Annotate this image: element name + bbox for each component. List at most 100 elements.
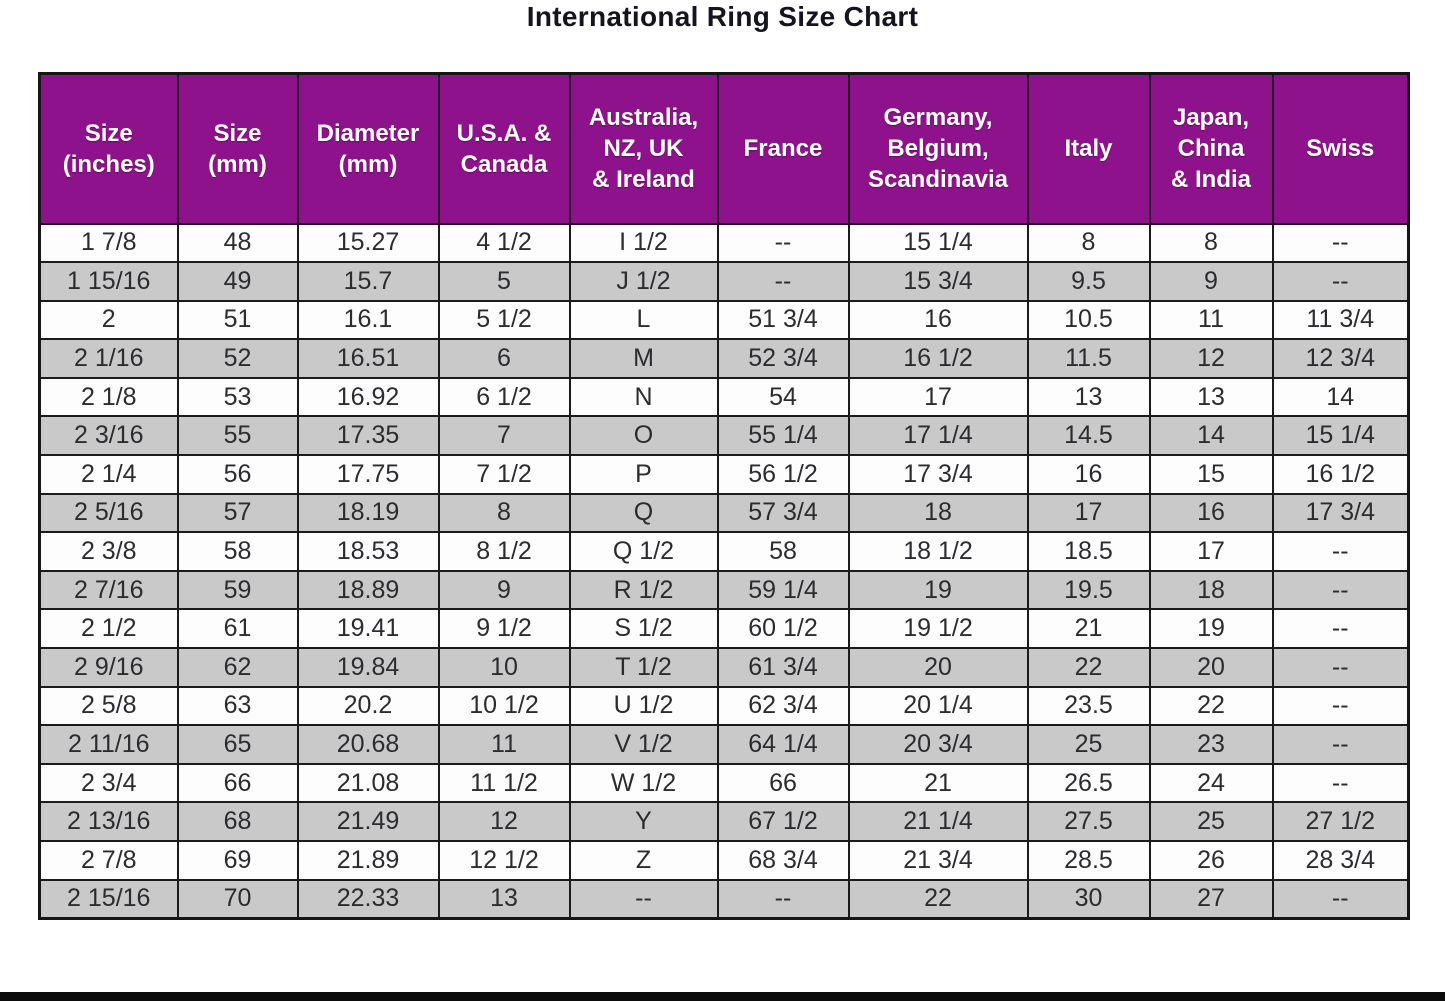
cell-size-inches: 2 15/16 [38,878,179,920]
cell-france: 54 [716,376,850,418]
cell-size-mm: 66 [176,762,299,804]
cell-japan-china-india: 23 [1148,724,1274,765]
cell-swiss: -- [1271,685,1410,727]
cell-italy: 18.5 [1026,531,1151,572]
cell-swiss: 16 1/2 [1271,454,1410,495]
cell-usa-canada: 7 [437,415,571,457]
cell-swiss: -- [1271,222,1410,264]
cell-diameter-mm: 18.89 [296,569,440,611]
page-title: International Ring Size Chart [526,1,919,32]
cell-japan-china-india: 9 [1148,261,1274,302]
cell-size-mm: 69 [176,840,299,881]
cell-france: -- [716,261,850,302]
header-cell-italy: Italy [1026,72,1151,225]
cell-france: 59 1/4 [716,569,850,611]
cell-germany-belgium-scandinavia: 19 1/2 [847,608,1029,650]
cell-usa-canada: 7 1/2 [437,454,571,495]
cell-usa-canada: 8 [437,492,571,534]
cell-size-mm: 48 [176,222,299,264]
cell-italy: 27.5 [1026,801,1151,842]
cell-italy: 30 [1026,878,1151,920]
cell-germany-belgium-scandinavia: 19 [847,569,1029,611]
cell-australia-nz-uk-ireland: W 1/2 [568,762,719,804]
cell-swiss: 15 1/4 [1271,415,1410,457]
header-row: Size (inches) Size (mm) Diameter (mm) U.S.A… [38,72,1410,225]
cell-diameter-mm: 17.35 [296,415,440,457]
cell-swiss: -- [1271,608,1410,650]
cell-usa-canada: 4 1/2 [437,222,571,264]
header-cell-diameter-mm: Diameter (mm) [296,72,440,225]
cell-australia-nz-uk-ireland: Q 1/2 [568,531,719,572]
cell-australia-nz-uk-ireland: O [568,415,719,457]
cell-size-inches: 2 5/16 [38,492,179,534]
cell-diameter-mm: 18.53 [296,531,440,572]
cell-diameter-mm: 17.75 [296,454,440,495]
cell-diameter-mm: 15.7 [296,261,440,302]
cell-italy: 9.5 [1026,261,1151,302]
cell-usa-canada: 9 [437,569,571,611]
cell-diameter-mm: 15.27 [296,222,440,264]
cell-size-inches: 2 1/16 [38,338,179,379]
cell-usa-canada: 10 1/2 [437,685,571,727]
cell-swiss: 12 3/4 [1271,338,1410,379]
cell-diameter-mm: 16.51 [296,338,440,379]
cell-swiss: -- [1271,762,1410,804]
cell-japan-china-india: 8 [1148,222,1274,264]
table-row: 2 51 16.1 5 1/2 L 51 3/4 16 10.5 11 11 3/4 [38,299,1410,341]
cell-japan-china-india: 25 [1148,801,1274,842]
cell-diameter-mm: 18.19 [296,492,440,534]
cell-swiss: 27 1/2 [1271,801,1410,842]
cell-size-mm: 65 [176,724,299,765]
cell-germany-belgium-scandinavia: 22 [847,878,1029,920]
cell-usa-canada: 11 1/2 [437,762,571,804]
cell-france: 52 3/4 [716,338,850,379]
cell-swiss: 11 3/4 [1271,299,1410,341]
table-row: 2 7/8 69 21.89 12 1/2 Z 68 3/4 21 3/4 28.5 26 28 … [38,840,1410,881]
cell-australia-nz-uk-ireland: Y [568,801,719,842]
cell-size-inches: 1 7/8 [38,222,179,264]
cell-germany-belgium-scandinavia: 18 1/2 [847,531,1029,572]
cell-usa-canada: 6 [437,338,571,379]
cell-italy: 21 [1026,608,1151,650]
cell-size-inches: 1 15/16 [38,261,179,302]
cell-swiss: 28 3/4 [1271,840,1410,881]
cell-usa-canada: 5 [437,261,571,302]
cell-japan-china-india: 19 [1148,608,1274,650]
cell-france: -- [716,222,850,264]
table-header: Size (inches) Size (mm) Diameter (mm) U.S.A… [38,72,1410,225]
cell-diameter-mm: 16.92 [296,376,440,418]
cell-swiss: -- [1271,724,1410,765]
cell-size-inches: 2 3/4 [38,762,179,804]
cell-diameter-mm: 20.2 [296,685,440,727]
cell-japan-china-india: 15 [1148,454,1274,495]
cell-size-mm: 62 [176,647,299,688]
cell-size-mm: 55 [176,415,299,457]
cell-diameter-mm: 22.33 [296,878,440,920]
cell-italy: 22 [1026,647,1151,688]
cell-japan-china-india: 26 [1148,840,1274,881]
cell-japan-china-india: 27 [1148,878,1274,920]
table-row: 1 15/16 49 15.7 5 J 1/2 -- 15 3/4 9.5 9 -- [38,261,1410,302]
cell-size-inches: 2 1/2 [38,608,179,650]
cell-size-inches: 2 13/16 [38,801,179,842]
cell-germany-belgium-scandinavia: 21 [847,762,1029,804]
cell-germany-belgium-scandinavia: 20 1/4 [847,685,1029,727]
cell-size-mm: 53 [176,376,299,418]
table-row: 2 3/16 55 17.35 7 O 55 1/4 17 1/4 14.5 14 15 1/4 [38,415,1410,457]
cell-usa-canada: 9 1/2 [437,608,571,650]
cell-size-inches: 2 1/4 [38,454,179,495]
table-row: 2 1/2 61 19.41 9 1/2 S 1/2 60 1/2 19 1/2 21 19 -- [38,608,1410,650]
cell-usa-canada: 10 [437,647,571,688]
cell-australia-nz-uk-ireland: I 1/2 [568,222,719,264]
table-row: 2 13/16 68 21.49 12 Y 67 1/2 21 1/4 27.5 25 27 1/… [38,801,1410,842]
cell-usa-canada: 6 1/2 [437,376,571,418]
cell-size-mm: 59 [176,569,299,611]
cell-size-inches: 2 5/8 [38,685,179,727]
cell-germany-belgium-scandinavia: 21 1/4 [847,801,1029,842]
cell-usa-canada: 12 1/2 [437,840,571,881]
cell-italy: 17 [1026,492,1151,534]
cell-size-inches: 2 3/16 [38,415,179,457]
header-cell-usa-canada: U.S.A. & Canada [437,72,571,225]
cell-swiss: -- [1271,261,1410,302]
cell-size-mm: 51 [176,299,299,341]
